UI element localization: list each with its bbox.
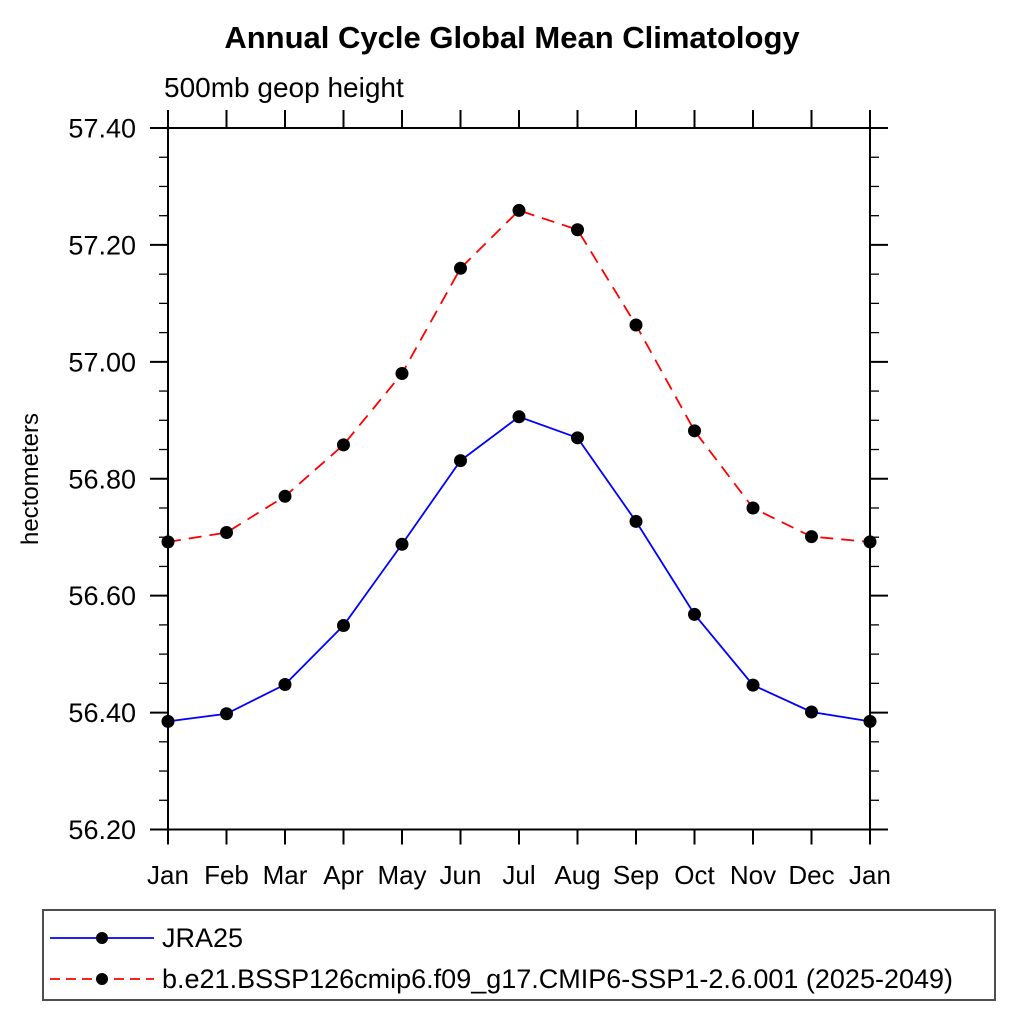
x-tick-label: Jan: [849, 860, 891, 890]
data-point-marker: [571, 223, 584, 237]
x-tick-label: Dec: [788, 860, 834, 890]
data-point-marker: [688, 607, 701, 621]
y-axis-title: hectometers: [17, 413, 44, 545]
data-point-marker: [454, 261, 467, 275]
legend-box: JRA25 b.e21.BSSP126cmip6.f09_g17.CMIP6-S…: [42, 909, 996, 1001]
y-tick-label: 57.40: [68, 114, 136, 144]
data-point-marker: [629, 514, 643, 528]
y-tick-label: 56.80: [68, 464, 136, 494]
data-point-marker: [805, 705, 818, 719]
legend-label-jra25: JRA25: [162, 922, 244, 953]
data-point-marker: [571, 431, 584, 445]
data-point-marker: [512, 410, 526, 424]
data-point-marker: [161, 714, 175, 728]
x-tick-label: Feb: [204, 860, 249, 890]
legend-sample-marker: [96, 973, 108, 985]
data-point-marker: [688, 424, 701, 438]
data-point-marker: [220, 707, 233, 721]
data-point-marker: [629, 318, 643, 332]
data-point-marker: [337, 438, 350, 452]
y-tick-label: 56.20: [68, 815, 136, 845]
y-tick-label: 56.40: [68, 698, 136, 728]
data-point-marker: [863, 535, 877, 549]
data-point-marker: [805, 530, 818, 544]
legend-line-solid-dot-icon: [50, 932, 154, 944]
x-tick-label: May: [377, 860, 426, 890]
legend-row-jra25: JRA25: [48, 923, 243, 953]
data-point-marker: [395, 537, 409, 551]
data-point-marker: [512, 203, 526, 217]
data-point-marker: [395, 367, 409, 381]
legend-label-model: b.e21.BSSP126cmip6.f09_g17.CMIP6-SSP1-2.…: [162, 963, 954, 994]
series-line-0: [167, 415, 871, 723]
y-tick-label: 57.20: [68, 230, 136, 260]
y-tick-label: 57.00: [68, 347, 136, 377]
x-tick-label: Jun: [440, 860, 482, 890]
data-point-marker: [863, 714, 877, 728]
y-tick-label: 56.60: [68, 581, 136, 611]
data-point-marker: [278, 489, 292, 503]
legend-sample-marker: [96, 932, 108, 944]
x-tick-label: Mar: [263, 860, 308, 890]
data-point-marker: [454, 454, 467, 468]
chart-title: Annual Cycle Global Mean Climatology: [224, 20, 800, 55]
data-point-marker: [746, 678, 760, 692]
x-tick-label: Sep: [613, 860, 659, 890]
x-tick-label: Nov: [730, 860, 776, 890]
chart-subtitle: 500mb geop height: [164, 72, 404, 103]
x-tick-label: Aug: [554, 860, 600, 890]
data-point-marker: [161, 535, 175, 549]
x-tick-label: Jul: [502, 860, 535, 890]
data-point-marker: [220, 526, 233, 540]
data-point-marker: [337, 618, 350, 632]
x-tick-label: Apr: [323, 860, 364, 890]
data-point-marker: [746, 501, 760, 515]
legend-row-model: b.e21.BSSP126cmip6.f09_g17.CMIP6-SSP1-2.…: [48, 964, 953, 994]
x-tick-label: Oct: [674, 860, 715, 890]
x-tick-label: Jan: [147, 860, 189, 890]
data-point-marker: [278, 678, 292, 692]
legend-line-dashed-dot-icon: [50, 973, 154, 985]
plot-frame: [167, 127, 871, 831]
series-line-1: [167, 209, 871, 543]
